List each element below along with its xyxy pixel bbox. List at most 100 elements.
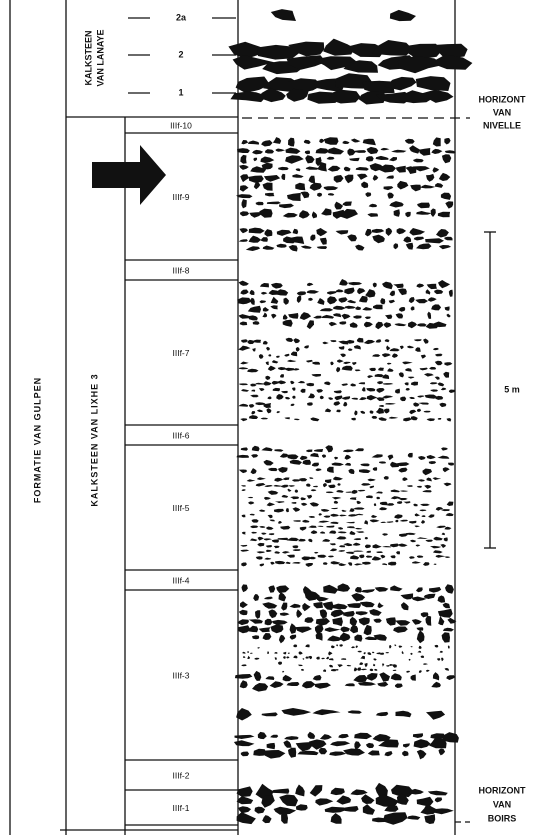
lithology-blob <box>435 645 439 648</box>
lithology-blob <box>257 410 263 413</box>
lithology-blob <box>356 531 365 533</box>
lithology-blob <box>240 290 248 295</box>
lithology-blob <box>390 555 395 558</box>
lithology-blob <box>444 362 452 366</box>
lithology-blob <box>386 652 389 653</box>
lithology-blob <box>331 609 345 617</box>
lithology-blob <box>365 537 368 540</box>
lithology-blob <box>433 167 440 173</box>
lithology-blob <box>283 740 291 748</box>
lithology-blob <box>424 594 436 599</box>
lithology-blob <box>356 501 361 504</box>
lithology-blob <box>316 618 330 626</box>
horizon-label: VAN <box>493 799 511 809</box>
lithology-blob <box>410 540 416 543</box>
lithology-blob <box>436 229 449 238</box>
lithology-blob <box>284 354 289 357</box>
lithology-blob <box>376 408 384 414</box>
lithology-blob <box>266 347 270 351</box>
lithology-blob <box>341 658 346 660</box>
lithology <box>228 9 472 825</box>
lithology-blob <box>270 305 277 309</box>
lithology-blob <box>301 246 312 249</box>
lithology-blob <box>298 539 305 542</box>
lithology-blob <box>337 664 343 667</box>
lithology-blob <box>327 526 335 528</box>
lithology-blob <box>430 389 438 391</box>
lithology-blob <box>394 209 400 217</box>
lithology-blob <box>241 664 247 666</box>
lithology-blob <box>296 627 312 633</box>
lithology-blob <box>410 646 412 647</box>
lithology-blob <box>382 533 388 535</box>
lithology-blob <box>419 670 422 673</box>
lithology-blob <box>240 601 248 608</box>
lithology-blob <box>295 785 305 797</box>
lithology-blob <box>331 645 335 648</box>
lithology-blob <box>375 783 388 797</box>
lithology-blob <box>338 550 345 552</box>
lithology-blob <box>250 514 255 516</box>
unit-label: IIIf-10 <box>170 120 192 130</box>
lithology-blob <box>265 193 274 197</box>
lithology-blob <box>439 173 450 181</box>
lithology-blob <box>252 683 268 692</box>
lithology-blob <box>266 545 272 548</box>
lithology-blob <box>370 519 380 522</box>
lithology-blob <box>362 387 366 391</box>
lithology-blob <box>319 748 328 755</box>
lithology-blob <box>319 139 324 143</box>
lithology-blob <box>272 360 278 363</box>
lithology-blob <box>268 515 273 519</box>
lithology-blob <box>364 625 372 636</box>
lithology-blob <box>417 750 427 760</box>
lithology-blob <box>343 362 351 364</box>
lithology-blob <box>324 516 331 518</box>
lithology-blob <box>325 445 333 452</box>
lithology-blob <box>378 368 384 371</box>
lithology-blob <box>303 658 305 659</box>
lithology-blob <box>359 397 367 400</box>
lithology-blob <box>251 411 255 415</box>
lithology-blob <box>421 656 425 659</box>
lithology-blob <box>289 245 298 252</box>
lithology-blob <box>242 652 245 654</box>
lithology-blob <box>256 483 266 487</box>
lithology-blob <box>353 675 367 682</box>
lithology-blob <box>356 514 363 515</box>
lithology-blob <box>314 552 318 554</box>
lithology-blob <box>264 485 273 487</box>
lithology-blob <box>423 663 428 665</box>
lithology-blob <box>424 373 434 377</box>
lithology-blob <box>390 585 402 591</box>
lithology-blob <box>336 410 341 413</box>
lithology-blob <box>262 313 267 318</box>
lithology-blob <box>428 791 448 796</box>
lithology-blob <box>397 498 408 500</box>
lithology-blob <box>417 630 425 643</box>
lithology-blob <box>261 237 268 242</box>
lithology-blob <box>387 521 394 523</box>
lithology-blob <box>443 467 450 472</box>
lithology-blob <box>423 562 430 566</box>
unit-label: IIIf-6 <box>172 430 189 440</box>
lithology-blob <box>283 675 293 681</box>
lithology-blob <box>249 236 262 243</box>
lithology-blob <box>417 537 428 539</box>
lithology-blob <box>260 157 274 164</box>
lithology-blob <box>306 450 312 453</box>
lithology-blob <box>313 316 322 319</box>
lithology-blob <box>409 521 416 524</box>
lithology-blob <box>326 492 334 494</box>
lithology-blob <box>313 709 341 715</box>
lithology-blob <box>310 502 319 506</box>
lithology-blob <box>264 538 272 540</box>
lithology-blob <box>315 683 331 689</box>
lithology-blob <box>322 454 326 458</box>
lithology-blob <box>403 477 408 481</box>
lithology-blob <box>336 367 340 372</box>
lithology-blob <box>249 619 263 624</box>
lithology-blob <box>311 530 318 534</box>
lithology-blob <box>386 665 390 667</box>
lithology-blob <box>427 478 432 482</box>
